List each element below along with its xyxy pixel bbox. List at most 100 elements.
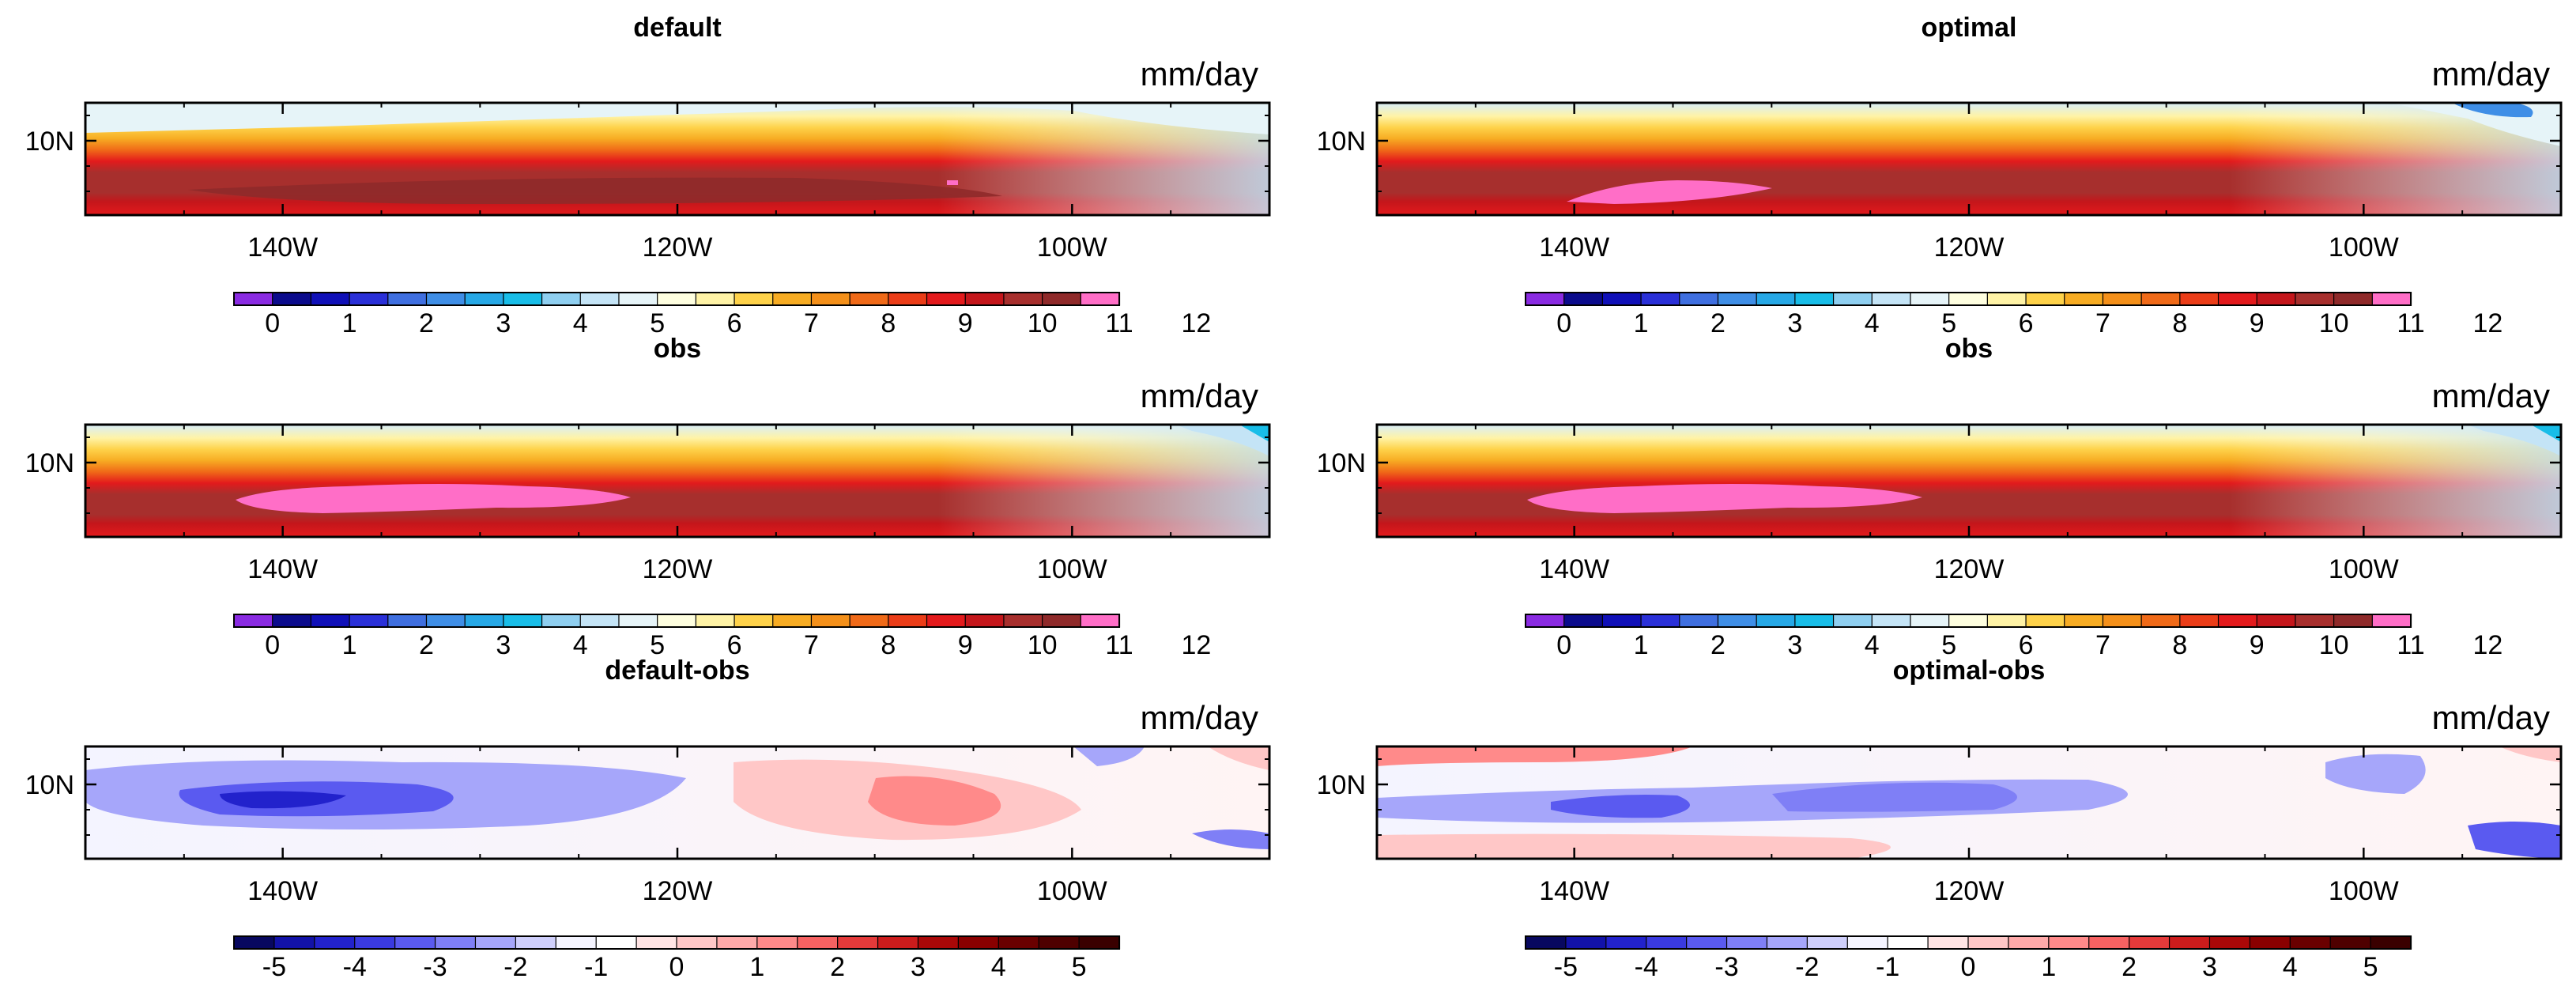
colorbar-box	[541, 614, 582, 628]
colorbar-box	[917, 935, 960, 950]
colorbar-box	[2208, 935, 2251, 950]
colorbar-box	[888, 292, 928, 306]
colorbar-box	[2295, 614, 2335, 628]
x-tick-label: 120W	[643, 232, 713, 263]
colorbar-label: 5	[1072, 952, 1087, 982]
colorbar-box	[1080, 292, 1121, 306]
contour-region-3	[1567, 180, 1772, 204]
colorbar-box	[1948, 292, 1989, 306]
colorbar-label: 3	[496, 630, 511, 660]
contour-region-2	[1239, 425, 1269, 442]
colorbar-box	[888, 614, 928, 628]
contour-region-3	[1527, 484, 1922, 513]
panel-title: obs	[654, 334, 701, 364]
colorbar-label: 10	[2319, 308, 2349, 338]
colorbar-box	[636, 935, 678, 950]
x-tick-label: 100W	[1037, 876, 1107, 906]
x-tick-label: 140W	[247, 232, 318, 263]
colorbar-label: 6	[2019, 308, 2034, 338]
colorbar-box	[1986, 614, 2027, 628]
colorbar-box	[734, 614, 774, 628]
colorbar-label: 1	[342, 630, 357, 660]
colorbar-box	[1640, 292, 1680, 306]
colorbar-label: 10	[1028, 308, 1058, 338]
colorbar-box	[1686, 935, 1728, 950]
colorbar-box	[273, 935, 315, 950]
colorbar-box	[272, 292, 312, 306]
contour-region-8	[2499, 746, 2561, 762]
colorbar-box	[2371, 292, 2412, 306]
colorbar-box	[2140, 614, 2181, 628]
colorbar-box	[1679, 292, 1719, 306]
colorbar-box	[2333, 614, 2374, 628]
y-tick-label: 10N	[1317, 770, 1366, 800]
colorbar-label: 4	[991, 952, 1006, 982]
colorbar-box	[387, 292, 428, 306]
contour-region-1	[2468, 425, 2561, 456]
x-tick-label: 120W	[1934, 232, 2005, 263]
plot-area: 140W 120W 100W 10N	[1317, 745, 2563, 906]
x-tick-label: 100W	[1037, 232, 1107, 263]
colorbar-box	[926, 614, 967, 628]
colorbar-label: 7	[2095, 308, 2110, 338]
colorbar-label: 0	[1556, 308, 1571, 338]
colorbar-label: 10	[1028, 630, 1058, 660]
colorbar-label: 3	[2202, 952, 2217, 982]
colorbar-box	[998, 935, 1040, 950]
colorbar-box	[1871, 292, 1912, 306]
colorbar-box	[1563, 292, 1604, 306]
y-tick-label: 10N	[25, 127, 74, 157]
colorbar-label: 1	[2041, 952, 2056, 982]
contour-region-2	[188, 177, 1002, 204]
colorbar-box	[772, 292, 813, 306]
colorbar-box	[233, 614, 273, 628]
colorbar-label: 8	[881, 630, 896, 660]
colorbar-box	[425, 292, 466, 306]
colorbar-box	[1525, 614, 1565, 628]
colorbar-label: -3	[1714, 952, 1738, 982]
colorbar-box	[1042, 292, 1082, 306]
colorbar-label: 9	[958, 630, 973, 660]
plot-area: 140W 120W 100W 10N	[25, 423, 1271, 584]
colorbar-box	[964, 614, 1005, 628]
colorbar-box	[310, 292, 351, 306]
colorbar-box	[464, 614, 504, 628]
colorbar-label: 7	[2095, 630, 2110, 660]
colorbar-box	[2064, 614, 2104, 628]
colorbar-label: 12	[1181, 630, 1211, 660]
colorbar-box	[2256, 614, 2297, 628]
colorbar-box	[1525, 292, 1565, 306]
panel-optimal-obs: optimal-obs mm/day 140W 120W 100W 10N -5 -4 -3 -2…	[1317, 656, 2563, 982]
colorbar-box	[797, 935, 839, 950]
colorbar-box	[349, 292, 389, 306]
colorbar-box	[1986, 292, 2027, 306]
contour-region-2	[2531, 425, 2561, 442]
colorbar-box	[2333, 292, 2374, 306]
colorbar-label: 0	[1556, 630, 1571, 660]
contour-region-3	[1551, 795, 1690, 818]
colorbar-box	[810, 292, 851, 306]
colorbar-label: 12	[2472, 308, 2502, 338]
contour-region-7	[2468, 822, 2561, 859]
x-tick-label: 140W	[1539, 554, 1609, 584]
east-gradient	[1377, 103, 2561, 215]
colorbar-label: 0	[1961, 952, 1976, 982]
colorbar-box	[1601, 292, 1643, 306]
colorbar-label: 10	[2319, 630, 2349, 660]
colorbar-box	[314, 935, 356, 950]
colorbar-box	[595, 935, 638, 950]
colorbar-label: -1	[1876, 952, 1899, 982]
colorbar-box	[541, 292, 582, 306]
colorbar-box	[2370, 935, 2412, 950]
colorbar-label: -3	[423, 952, 447, 982]
colorbar-label: 3	[496, 308, 511, 338]
colorbar-label: 7	[804, 308, 819, 338]
colorbar-box	[2179, 292, 2220, 306]
colorbar-label: 5	[650, 630, 665, 660]
colorbar-box	[837, 935, 879, 950]
contour-region-3	[236, 484, 631, 513]
colorbar-label: 1	[342, 308, 357, 338]
contour-region-8	[1192, 829, 1269, 849]
colorbar-box	[2289, 935, 2332, 950]
